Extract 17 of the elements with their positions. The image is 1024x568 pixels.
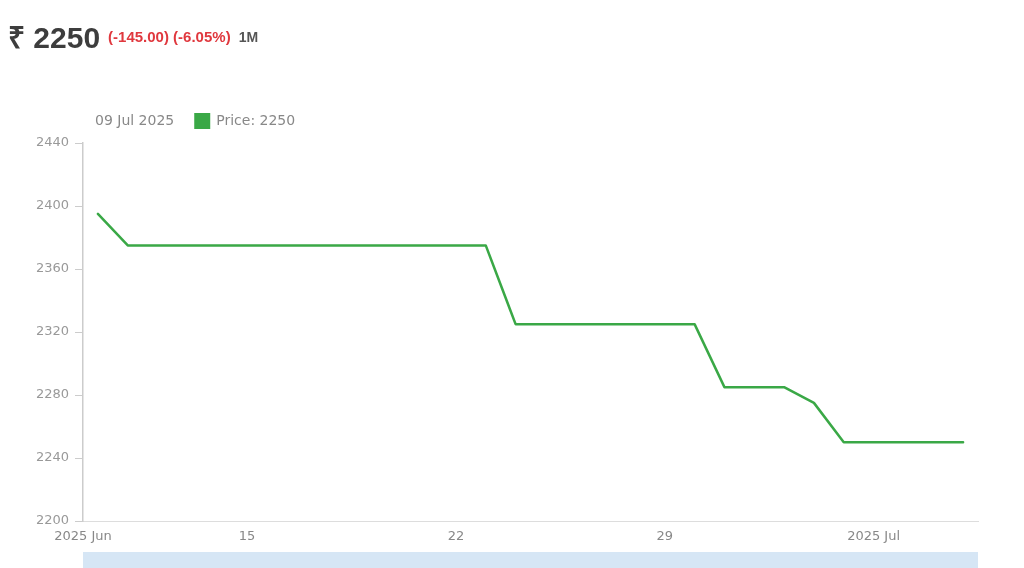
text: 1M [238, 28, 259, 45]
y-tick-label: 2280 [35, 386, 69, 402]
y-tick-label: 2400 [35, 197, 69, 213]
y-tick-label: 2440 [35, 134, 69, 150]
y-tick-label: 2240 [35, 449, 69, 465]
y-tick-label: 2360 [35, 260, 69, 276]
y-tick-label: 2200 [35, 512, 69, 528]
x-tick-label: 2025 Jun [54, 528, 112, 544]
legend-label: Price: 2250 [216, 111, 296, 128]
x-tick-label: 15 [238, 528, 256, 544]
x-tick-label: 22 [447, 528, 465, 544]
x-tick-label: 2025 Jul [847, 528, 901, 544]
legend-title: 09 Jul 2025 [95, 111, 175, 128]
chart-subtitle: (-145.00) (-6.05%) [108, 28, 231, 45]
chart-title: ₹ 2250 [8, 20, 101, 56]
x-tick-label: 29 [656, 528, 674, 544]
y-tick-label: 2320 [35, 323, 69, 339]
